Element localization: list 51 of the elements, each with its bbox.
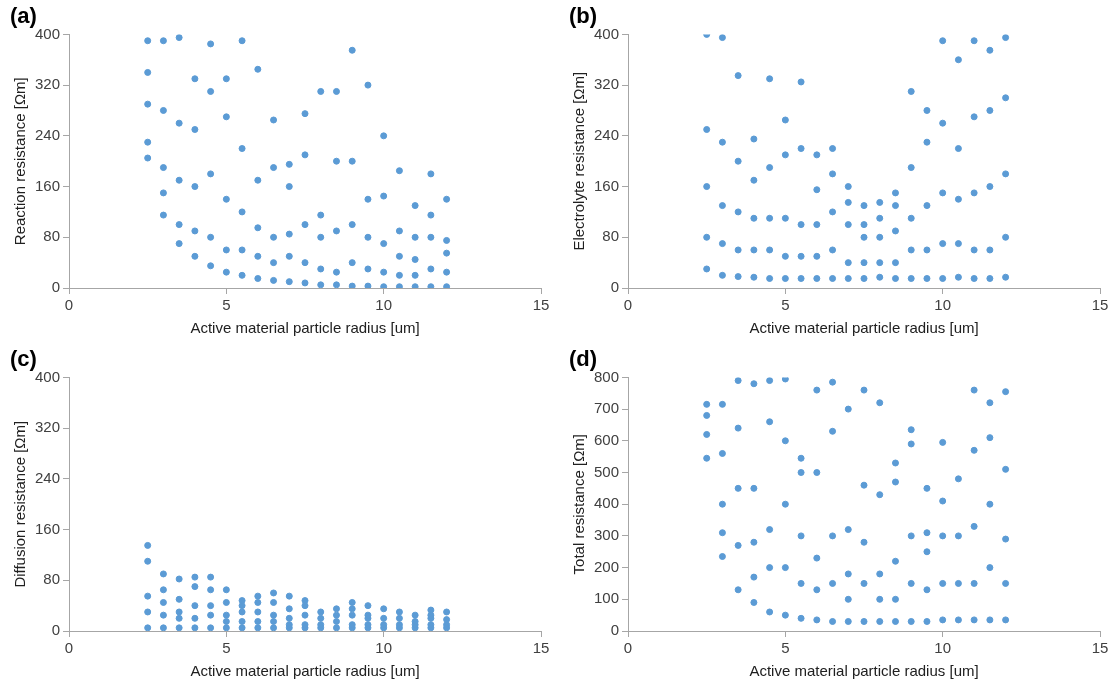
y-tick-label: 200 <box>594 557 620 575</box>
y-tick-label: 320 <box>35 75 61 93</box>
x-tick-label: 10 <box>934 639 952 657</box>
x-tick-label: 0 <box>64 296 74 314</box>
x-tick-label: 5 <box>222 296 231 314</box>
x-tick-label: 5 <box>781 296 790 314</box>
y-tick-label: 400 <box>594 494 620 512</box>
y-axis-title: Total resistance [Ωm] <box>570 433 588 575</box>
y-tick-label: 240 <box>594 125 620 143</box>
chart-title: (c) <box>10 346 37 372</box>
x-tick-label: 5 <box>781 639 790 657</box>
y-tick-label: 400 <box>35 367 61 385</box>
x-axis-title: Active material particle radius [um] <box>190 662 420 680</box>
x-tick-label: 0 <box>623 639 633 657</box>
y-tick-label: 80 <box>602 227 620 245</box>
y-tick-label: 300 <box>594 526 620 544</box>
y-tick-label: 0 <box>51 621 61 639</box>
y-axis-title: Reaction resistance [Ωm] <box>11 77 29 246</box>
y-tick-label: 320 <box>594 75 620 93</box>
y-tick-label: 240 <box>35 125 61 143</box>
y-tick-label: 160 <box>35 519 61 537</box>
y-tick-label: 80 <box>43 227 61 245</box>
y-tick-label: 80 <box>43 570 61 588</box>
x-tick-label: 15 <box>1091 639 1109 657</box>
y-axis-title: Electrolyte resistance [Ωm] <box>570 71 588 251</box>
y-tick-label: 100 <box>594 589 620 607</box>
y-tick-label: 0 <box>51 278 61 296</box>
y-tick-label: 320 <box>35 418 61 436</box>
x-tick-label: 15 <box>532 639 550 657</box>
x-tick-label: 0 <box>623 296 633 314</box>
y-tick-label: 160 <box>594 176 620 194</box>
x-tick-label: 10 <box>375 639 393 657</box>
y-tick-label: 240 <box>35 468 61 486</box>
y-axis-title: Diffusion resistance [Ωm] <box>11 420 29 588</box>
chart-title: (a) <box>10 3 37 29</box>
x-tick-label: 10 <box>934 296 952 314</box>
x-axis-title: Active material particle radius [um] <box>749 662 979 680</box>
x-tick-label: 5 <box>222 639 231 657</box>
y-tick-label: 160 <box>35 176 61 194</box>
x-tick-label: 15 <box>532 296 550 314</box>
y-tick-label: 0 <box>610 621 620 639</box>
x-axis-title: Active material particle radius [um] <box>749 319 979 337</box>
x-tick-label: 15 <box>1091 296 1109 314</box>
x-axis-title: Active material particle radius [um] <box>190 319 420 337</box>
x-tick-label: 0 <box>64 639 74 657</box>
y-tick-label: 400 <box>35 24 61 42</box>
y-tick-label: 600 <box>594 430 620 448</box>
x-tick-label: 10 <box>375 296 393 314</box>
y-tick-label: 500 <box>594 462 620 480</box>
y-tick-label: 0 <box>610 278 620 296</box>
y-tick-label: 700 <box>594 399 620 417</box>
